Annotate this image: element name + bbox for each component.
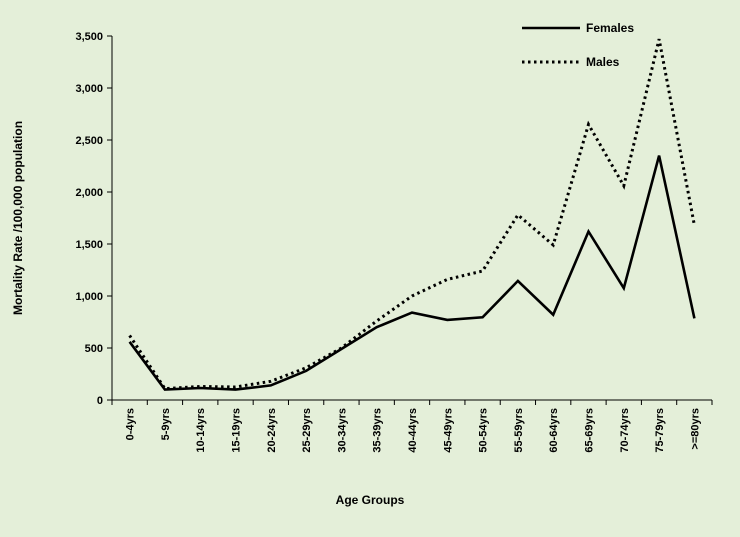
x-tick-label: 15-19yrs bbox=[231, 408, 243, 453]
y-tick-label: 2,000 bbox=[75, 187, 103, 199]
x-tick-label: 10-14yrs bbox=[195, 408, 207, 453]
x-tick-label: 25-29yrs bbox=[301, 408, 313, 453]
legend: Females Males bbox=[522, 21, 634, 69]
x-tick-label: 5-9yrs bbox=[160, 408, 172, 440]
x-tick-label: 35-39yrs bbox=[372, 408, 384, 453]
series-line-males bbox=[128, 38, 696, 391]
x-tick-label: 70-74yrs bbox=[619, 408, 631, 453]
x-tick-label: 40-44yrs bbox=[407, 408, 419, 453]
x-tick-label: 65-69yrs bbox=[583, 408, 595, 453]
x-tick-label: 55-59yrs bbox=[513, 408, 525, 453]
y-tick-label: 2,500 bbox=[75, 135, 103, 147]
y-tick-label: 500 bbox=[85, 343, 103, 355]
y-tick-label: 1,500 bbox=[75, 239, 103, 251]
axis-ticks: 0 500 1,000 1,500 2,000 2,500 3,000 3,500 0-4yrs… bbox=[75, 31, 713, 453]
y-tick-label: 1,000 bbox=[75, 291, 103, 303]
axes bbox=[111, 36, 712, 401]
series-line-females bbox=[128, 155, 696, 391]
x-tick-label: 50-54yrs bbox=[478, 408, 490, 453]
y-tick-label: 0 bbox=[97, 395, 103, 407]
x-tick-label: >=80yrs bbox=[689, 408, 701, 450]
legend-label-males: Males bbox=[586, 55, 620, 69]
x-tick-label: 60-64yrs bbox=[548, 408, 560, 453]
series-group bbox=[128, 38, 696, 391]
legend-label-females: Females bbox=[586, 21, 634, 35]
x-tick-label: 20-24yrs bbox=[266, 408, 278, 453]
y-axis-title: Mortality Rate /100,000 population bbox=[11, 121, 25, 315]
y-tick-label: 3,000 bbox=[75, 83, 103, 95]
x-tick-label: 30-34yrs bbox=[336, 408, 348, 453]
x-tick-label: 45-49yrs bbox=[442, 408, 454, 453]
x-tick-label: 0-4yrs bbox=[125, 408, 137, 440]
x-axis-title: Age Groups bbox=[336, 493, 405, 507]
x-tick-label: 75-79yrs bbox=[654, 408, 666, 453]
y-tick-label: 3,500 bbox=[75, 31, 103, 43]
